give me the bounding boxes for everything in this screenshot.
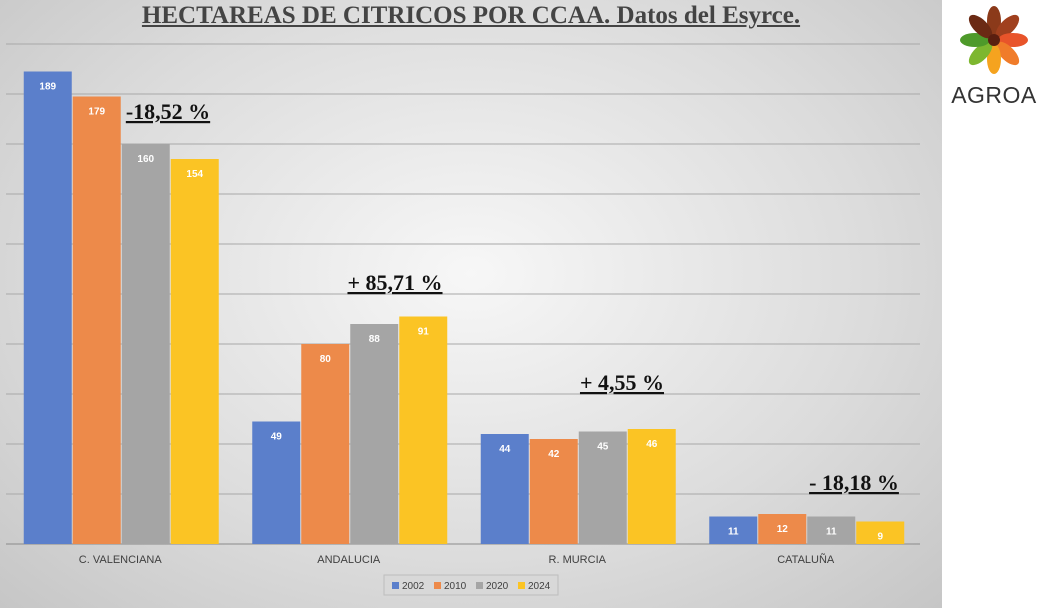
legend-box <box>383 574 559 596</box>
data-label: 160 <box>137 154 154 165</box>
logo-text: AGROA <box>951 82 1037 108</box>
bar <box>578 431 627 544</box>
legend-swatch <box>392 582 399 589</box>
bar <box>301 344 350 544</box>
agroa-logo-icon <box>960 6 1028 74</box>
data-label: 45 <box>597 442 609 453</box>
bar <box>399 316 448 544</box>
bar <box>480 434 529 544</box>
bar <box>350 324 399 544</box>
data-label: 49 <box>271 432 283 443</box>
legend-swatch <box>434 582 441 589</box>
change-annotation: + 4,55 % <box>580 370 664 395</box>
data-labels: 189 179 160 154 49 80 88 91 44 42 45 46 11 12 11 9 <box>39 82 883 543</box>
legend-label: 2024 <box>528 581 551 592</box>
category-label: C. VALENCIANA <box>79 554 163 566</box>
bar <box>529 439 578 544</box>
bar <box>252 421 301 544</box>
annotations: -18,52 % + 85,71 % + 4,55 % - 18,18 % <box>126 99 899 495</box>
data-label: 88 <box>369 334 381 345</box>
bar <box>709 516 758 544</box>
legend-swatch <box>476 582 483 589</box>
data-label: 11 <box>826 527 837 538</box>
legend-label: 2002 <box>402 581 425 592</box>
legend-label: 2020 <box>486 581 509 592</box>
change-annotation: + 85,71 % <box>347 270 442 295</box>
category-label: ANDALUCIA <box>317 554 381 566</box>
legend: 2002 2010 2020 2024 <box>383 574 559 596</box>
bar-chart: 189 179 160 154 49 80 88 91 44 42 45 46 11 12 11 9 C. V… <box>6 43 920 596</box>
bar <box>72 96 121 544</box>
data-label: 91 <box>418 327 430 338</box>
bar <box>758 514 807 544</box>
bar <box>23 71 72 544</box>
chart-title: HECTAREAS DE CITRICOS POR CCAA. Datos de… <box>141 2 801 29</box>
bar <box>627 429 676 544</box>
data-label: 179 <box>88 107 105 118</box>
legend-swatch <box>518 582 525 589</box>
data-label: 189 <box>39 82 56 93</box>
category-label: CATALUÑA <box>777 553 835 566</box>
category-label: R. MURCIA <box>549 554 607 566</box>
data-label: 9 <box>877 532 883 543</box>
data-label: 12 <box>777 524 789 535</box>
data-label: 80 <box>320 354 332 365</box>
category-labels: C. VALENCIANA ANDALUCIA R. MURCIA CATALUÑA <box>79 553 835 566</box>
change-annotation: -18,52 % <box>126 99 210 124</box>
data-label: 46 <box>646 439 658 450</box>
legend-label: 2010 <box>444 581 467 592</box>
data-label: 154 <box>186 169 203 180</box>
change-annotation: - 18,18 % <box>809 470 899 495</box>
bar <box>807 516 856 544</box>
bar <box>170 159 219 544</box>
bars <box>23 71 905 544</box>
bar <box>856 521 905 544</box>
data-label: 11 <box>728 527 739 538</box>
data-label: 42 <box>548 449 560 460</box>
bar <box>121 144 170 544</box>
data-label: 44 <box>499 444 511 455</box>
